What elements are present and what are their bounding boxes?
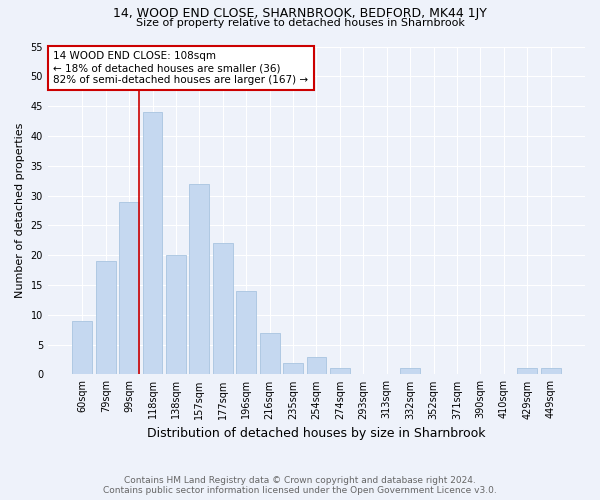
Bar (400, 368, 420, 374)
Bar (96, 261, 116, 374)
Bar (213, 244, 233, 374)
Bar (260, 332, 280, 374)
Text: Size of property relative to detached houses in Sharnbrook: Size of property relative to detached ho… (136, 18, 464, 28)
Bar (283, 362, 303, 374)
Y-axis label: Number of detached properties: Number of detached properties (15, 123, 25, 298)
Bar (166, 255, 186, 374)
Text: 14, WOOD END CLOSE, SHARNBROOK, BEDFORD, MK44 1JY: 14, WOOD END CLOSE, SHARNBROOK, BEDFORD,… (113, 8, 487, 20)
Text: 14 WOOD END CLOSE: 108sqm
← 18% of detached houses are smaller (36)
82% of semi-: 14 WOOD END CLOSE: 108sqm ← 18% of detac… (53, 52, 308, 84)
Bar (330, 368, 350, 374)
Bar (73, 321, 92, 374)
Bar (307, 356, 326, 374)
Text: Contains HM Land Registry data © Crown copyright and database right 2024.
Contai: Contains HM Land Registry data © Crown c… (103, 476, 497, 495)
Bar (143, 112, 163, 374)
X-axis label: Distribution of detached houses by size in Sharnbrook: Distribution of detached houses by size … (147, 427, 486, 440)
Bar (541, 368, 560, 374)
Bar (119, 202, 139, 374)
Bar (517, 368, 537, 374)
Bar (190, 184, 209, 374)
Bar (236, 291, 256, 374)
